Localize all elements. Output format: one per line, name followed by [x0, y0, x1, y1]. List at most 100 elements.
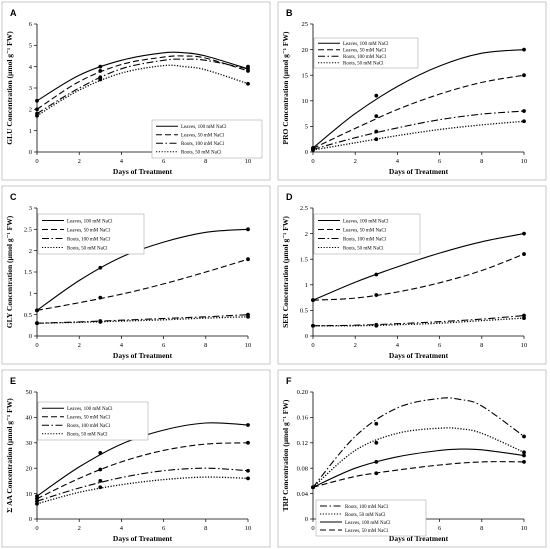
y-tick-label: 50 [26, 389, 33, 396]
x-tick-label: 4 [120, 525, 124, 532]
series [311, 316, 526, 328]
y-tick-label: 6 [29, 21, 33, 28]
data-point [522, 252, 526, 256]
y-tick-label: 0.5 [300, 308, 308, 315]
data-point [522, 231, 526, 236]
legend-label: Leaves, 50 mM NaCl [67, 416, 111, 421]
series-line [36, 55, 249, 110]
x-axis-title: Days of Treatment [389, 534, 449, 543]
legend: Leaves, 100 mM NaCl Leaves, 50 mM NaCl Roo… [37, 213, 145, 255]
data-point [246, 66, 250, 71]
data-point [374, 137, 379, 142]
legend-label: Leaves, 50 mM NaCl [343, 49, 387, 54]
legend-label: Leaves, 100 mM NaCl [67, 407, 113, 412]
data-point [98, 295, 103, 300]
data-point [374, 114, 379, 119]
y-tick-label: 10 [302, 98, 309, 105]
x-tick-label: 6 [438, 342, 442, 349]
data-point [98, 451, 103, 455]
panel-a: A 0 2 4 6 8 10 0 1 2 3 4 5 6 Days of Treatment GLU Conc… [1, 1, 271, 181]
y-tick-label: 10 [26, 491, 33, 498]
x-tick-label: 0 [311, 342, 314, 349]
data-point [311, 148, 315, 152]
x-axis-title: Days of Treatment [389, 351, 449, 360]
panel-frame [277, 1, 547, 181]
x-axis-title: Days of Treatment [113, 534, 173, 543]
legend-label: Leaves, 50 mM NaCl [181, 134, 225, 139]
series-line [312, 448, 525, 488]
x-tick-label: 0 [311, 158, 314, 165]
data-point [374, 272, 379, 277]
x-tick-label: 8 [480, 342, 483, 349]
y-axis-title: SER Concentration (µmol g⁻¹ FW) [281, 216, 290, 328]
data-point [374, 421, 379, 426]
panel-d: D 0 2 4 6 8 10 0 0.5 1 1.5 2 2.5 Days of Treatment SER… [277, 185, 547, 365]
series-line [36, 258, 249, 311]
y-tick-label: 15 [302, 72, 309, 79]
data-point [246, 440, 250, 445]
data-point [522, 316, 526, 320]
legend: Leaves, 100 mM NaCl Leaves, 50 mM NaCl Roo… [37, 401, 149, 441]
legend-label: Roots, 50 mM NaCl [345, 513, 386, 518]
series [35, 55, 250, 112]
series-line [312, 74, 525, 149]
y-tick-label: 0 [29, 516, 32, 523]
series-line [36, 467, 249, 502]
data-point [311, 323, 315, 328]
y-axis-title: Σ AA Concentration (µmol g⁻¹ FW) [5, 398, 14, 513]
legend-label: Leaves, 100 mM NaCl [343, 219, 389, 224]
series-line [36, 476, 249, 505]
data-point [246, 227, 250, 232]
x-tick-label: 6 [438, 158, 442, 165]
x-tick-label: 6 [162, 525, 166, 532]
y-tick-label: 2 [29, 107, 32, 114]
y-tick-label: 1.5 [24, 269, 32, 276]
data-point [374, 471, 379, 476]
legend-label: Roots, 50 mM NaCl [343, 62, 384, 67]
y-axis-title: TRP Concentration (µmol g⁻¹ FW) [281, 399, 290, 511]
series-line [36, 314, 249, 324]
y-tick-label: 25 [302, 21, 309, 28]
data-point [522, 119, 526, 124]
panel-frame [1, 369, 271, 548]
x-tick-label: 0 [311, 525, 314, 532]
y-tick-label: 20 [302, 47, 309, 54]
x-tick-label: 4 [120, 158, 124, 165]
series-line [36, 64, 249, 117]
data-point [374, 440, 379, 445]
legend: Leaves, 100 mM NaCl Leaves, 50 mM NaCl Roo… [313, 213, 421, 255]
data-point [98, 77, 103, 82]
legend-label: Leaves, 100 mM NaCl [345, 521, 391, 526]
data-point [35, 113, 39, 118]
x-tick-label: 4 [396, 158, 400, 165]
data-point [246, 257, 250, 262]
panel-letter: B [286, 8, 293, 18]
y-tick-label: 0 [29, 149, 32, 156]
y-tick-label: 0.5 [24, 312, 32, 319]
legend-label: Roots, 100 mM NaCl [67, 424, 111, 429]
x-tick-label: 10 [245, 158, 252, 165]
y-tick-label: 1 [29, 128, 32, 135]
data-point [522, 453, 526, 458]
y-tick-label: 5 [305, 124, 308, 131]
data-point [374, 93, 379, 98]
series-line [312, 110, 525, 150]
y-tick-label: 0 [305, 149, 308, 156]
data-point [522, 434, 526, 439]
series-line [312, 461, 525, 488]
series [35, 64, 250, 118]
data-point [35, 501, 39, 506]
y-axis-title: PRO Concentration (µmol g⁻¹ FW) [281, 31, 290, 145]
data-point [98, 467, 103, 472]
legend: Leaves, 100 mM NaCl Leaves, 50 mM NaCl Roo… [151, 119, 263, 159]
panel-frame [277, 185, 547, 365]
data-point [522, 109, 526, 113]
x-tick-label: 4 [120, 342, 124, 349]
series [311, 252, 526, 303]
x-tick-label: 4 [396, 342, 400, 349]
y-tick-label: 4 [29, 64, 33, 71]
data-point [246, 468, 250, 473]
data-point [374, 323, 379, 328]
data-point [522, 450, 526, 455]
